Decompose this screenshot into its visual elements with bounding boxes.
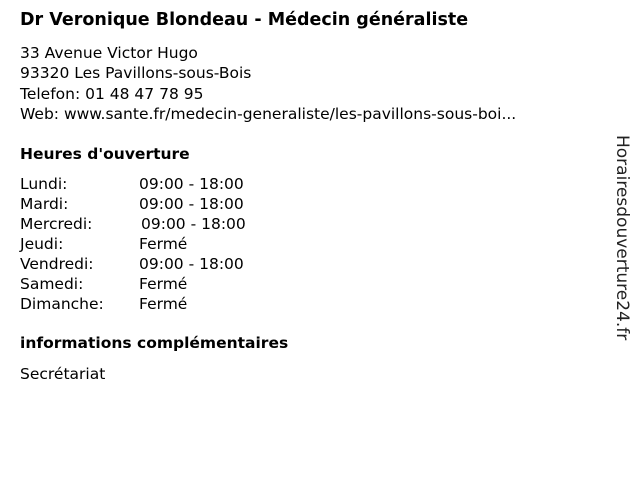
time: Fermé [139,275,188,293]
time: Fermé [139,235,188,253]
info-text: Secrétariat [20,365,106,383]
hours-heading: Heures d'ouverture [20,145,190,163]
time: Fermé [139,295,188,313]
hours-row: Jeudi: Fermé [20,234,246,254]
time: 09:00 - 18:00 [139,255,244,273]
hours-row: Samedi: Fermé [20,274,246,294]
address-block: 33 Avenue Victor Hugo 93320 Les Pavillon… [20,43,516,124]
watermark: Horairesdouverture24.fr [612,135,632,341]
phone: Telefon: 01 48 47 78 95 [20,84,204,103]
day: Lundi: [20,175,68,193]
street: 33 Avenue Victor Hugo [20,44,198,62]
page-title: Dr Veronique Blondeau - Médecin générali… [20,10,469,30]
day: Jeudi: [20,235,64,253]
day: Dimanche: [20,295,104,313]
hours-row: Dimanche: Fermé [20,294,246,314]
day: Mercredi: [20,215,93,233]
time: 09:00 - 18:00 [139,175,244,193]
website: Web: www.sante.fr/medecin-generaliste/le… [20,104,517,123]
day: Samedi: [20,275,84,293]
info-heading: informations complémentaires [20,334,289,352]
time: 09:00 - 18:00 [139,195,244,213]
day: Mardi: [20,195,69,213]
hours-row: Mercredi: 09:00 - 18:00 [20,214,246,234]
hours-row: Vendredi: 09:00 - 18:00 [20,254,246,274]
hours-row: Lundi: 09:00 - 18:00 [20,174,246,194]
day: Vendredi: [20,255,94,273]
city: 93320 Les Pavillons-sous-Bois [20,64,252,83]
hours-table: Lundi: 09:00 - 18:00 Mardi: 09:00 - 18:00 … [20,174,246,314]
hours-row: Mardi: 09:00 - 18:00 [20,194,246,214]
time: 09:00 - 18:00 [141,215,246,233]
